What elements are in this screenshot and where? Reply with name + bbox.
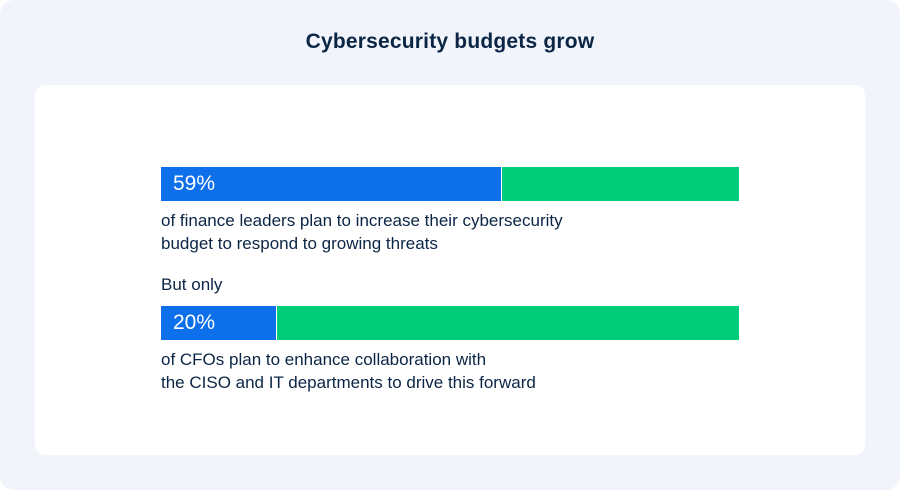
stat-bar-1: 59%	[161, 167, 739, 201]
stat-description-1-line-1: of finance leaders plan to increase thei…	[161, 211, 563, 230]
stat-block-2: 20% of CFOs plan to enhance collaboratio…	[161, 306, 739, 394]
stat-description-1-line-2: budget to respond to growing threats	[161, 234, 438, 253]
stat-bar-2: 20%	[161, 306, 739, 340]
stat-bar-1-remainder	[502, 167, 739, 201]
content-card: 59% of finance leaders plan to increase …	[35, 85, 865, 455]
stat-bar-1-label: 59%	[173, 172, 216, 195]
stat-bar-2-remainder	[276, 306, 739, 340]
stat-bar-1-fill: 59%	[161, 167, 503, 201]
bridge-text: But only	[161, 275, 223, 294]
stat-bar-2-fill: 20%	[161, 306, 277, 340]
stat-description-2: of CFOs plan to enhance collaboration wi…	[161, 348, 739, 394]
stat-description-2-line-2: the CISO and IT departments to drive thi…	[161, 373, 536, 392]
stat-bar-2-label: 20%	[173, 311, 216, 334]
stat-description-2-line-1: of CFOs plan to enhance collaboration wi…	[161, 350, 487, 369]
stat-block-1: 59% of finance leaders plan to increase …	[161, 167, 739, 255]
stat-description-1: of finance leaders plan to increase thei…	[161, 209, 739, 255]
chart-title: Cybersecurity budgets grow	[305, 30, 595, 53]
